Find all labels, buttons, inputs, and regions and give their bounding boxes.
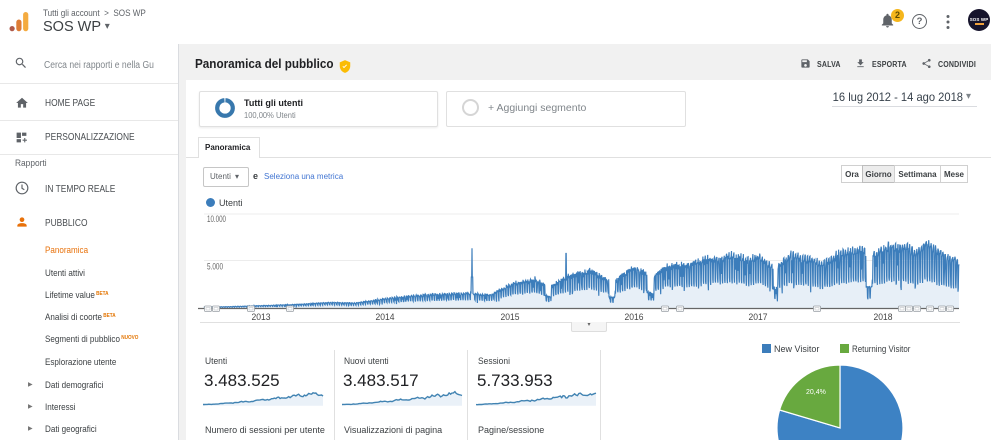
- svg-text:2017: 2017: [749, 312, 768, 322]
- svg-text:2018: 2018: [874, 312, 893, 322]
- svg-text:20,4%: 20,4%: [806, 389, 826, 396]
- svg-text:2014: 2014: [376, 312, 395, 322]
- svg-text:2013: 2013: [252, 312, 271, 322]
- svg-text:2015: 2015: [501, 312, 520, 322]
- svg-text:5.000: 5.000: [207, 262, 223, 272]
- svg-text:2016: 2016: [625, 312, 644, 322]
- svg-text:10.000: 10.000: [207, 214, 226, 224]
